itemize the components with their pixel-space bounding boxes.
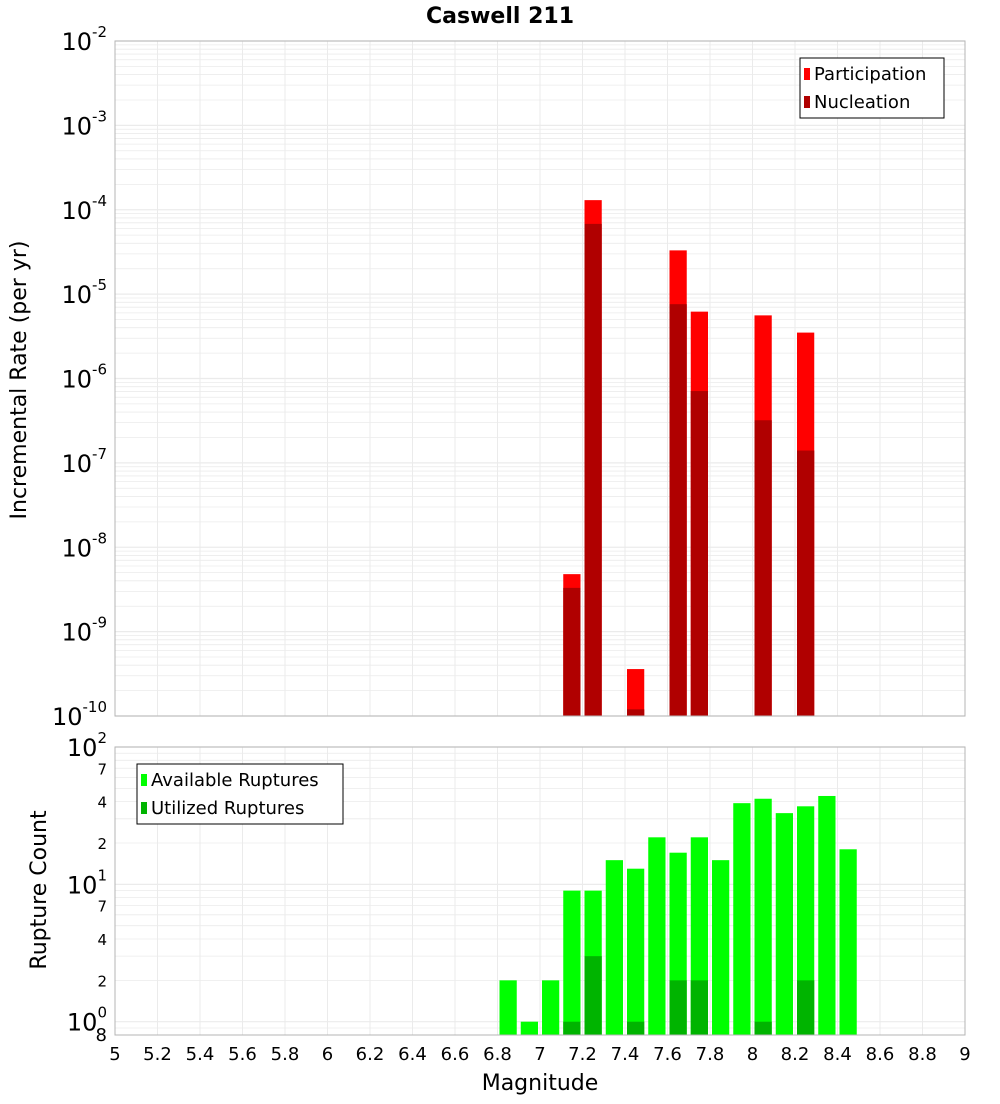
bar-utilized-ruptures: [563, 1021, 581, 1035]
legend-label: Available Ruptures: [151, 770, 319, 791]
top-y-axis-label: Incremental Rate (per yr): [7, 241, 32, 520]
bar-available-ruptures: [627, 868, 645, 1035]
bar-available-ruptures: [563, 890, 581, 1035]
x-tick-label: 5.4: [186, 1044, 215, 1065]
y-minor-tick-label: 7: [97, 760, 107, 778]
bar-available-ruptures: [754, 798, 772, 1035]
y-minor-tick-label: 4: [97, 794, 107, 812]
x-tick-label: 9: [959, 1044, 970, 1065]
bar-nucleation: [797, 450, 815, 716]
bar-available-ruptures: [712, 860, 730, 1035]
y-tick-label: 10-7: [61, 445, 107, 478]
bar-nucleation: [563, 587, 581, 716]
x-tick-label: 8.2: [781, 1044, 810, 1065]
x-tick-label: 8.6: [866, 1044, 895, 1065]
legend-label: Participation: [814, 64, 926, 85]
x-tick-label: 6.4: [398, 1044, 427, 1065]
bar-available-ruptures: [839, 849, 857, 1035]
y-tick-label: 10-8: [61, 529, 107, 562]
bar-utilized-ruptures: [627, 1021, 645, 1035]
y-minor-tick-label: 4: [97, 931, 107, 949]
plot-frame-0: [114, 40, 966, 717]
bar-available-ruptures: [520, 1021, 538, 1035]
legend-label: Utilized Ruptures: [151, 798, 304, 819]
bottom-y-axis-label: Rupture Count: [27, 810, 52, 970]
x-tick-label: 6.2: [356, 1044, 385, 1065]
bar-utilized-ruptures: [797, 980, 815, 1035]
bar-nucleation: [627, 709, 645, 716]
y-tick-label: 10-2: [61, 23, 107, 56]
y-minor-tick-label: 8: [96, 1025, 107, 1046]
legend-swatch: [141, 802, 147, 814]
x-tick-label: 5: [109, 1044, 120, 1065]
bar-participation: [627, 669, 645, 716]
legend-swatch: [141, 774, 147, 786]
x-tick-label: 6.6: [441, 1044, 470, 1065]
x-tick-label: 5.6: [228, 1044, 257, 1065]
bar-available-ruptures: [775, 813, 793, 1035]
chart-title: Caswell 211: [426, 4, 574, 29]
x-tick-label: 5.2: [143, 1044, 172, 1065]
bar-available-ruptures: [542, 980, 560, 1035]
y-tick-label: 101: [67, 866, 107, 899]
x-tick-label: 6: [322, 1044, 333, 1065]
x-tick-label: 7.8: [696, 1044, 725, 1065]
bar-available-ruptures: [797, 806, 815, 1035]
x-tick-label: 7.6: [653, 1044, 682, 1065]
x-tick-label: 7: [534, 1044, 545, 1065]
y-tick-label: 10-5: [61, 276, 107, 309]
x-axis-label: Magnitude: [482, 1071, 599, 1096]
legend-box: [799, 57, 945, 119]
y-minor-tick-label: 2: [97, 972, 107, 990]
bar-utilized-ruptures: [669, 980, 687, 1035]
bar-available-ruptures: [733, 803, 751, 1035]
bar-nucleation: [690, 391, 708, 716]
bar-nucleation: [669, 304, 687, 716]
y-tick-label: 10-9: [61, 614, 107, 647]
x-tick-label: 8.4: [823, 1044, 852, 1065]
x-tick-label: 6.8: [483, 1044, 512, 1065]
legend-label: Nucleation: [814, 92, 910, 113]
bar-utilized-ruptures: [690, 980, 708, 1035]
x-tick-label: 5.8: [271, 1044, 300, 1065]
bar-available-ruptures: [818, 795, 836, 1035]
y-tick-label: 10-4: [61, 192, 107, 225]
bar-available-ruptures: [499, 980, 517, 1035]
bar-utilized-ruptures: [584, 956, 602, 1035]
x-tick-label: 7.4: [611, 1044, 640, 1065]
legend-swatch: [804, 96, 810, 108]
y-tick-label: 10-10: [52, 698, 107, 731]
legend-swatch: [804, 68, 810, 80]
y-tick-label: 100: [67, 1004, 107, 1037]
bar-available-ruptures: [605, 860, 623, 1035]
x-tick-label: 7.2: [568, 1044, 597, 1065]
plot-frame-1: [114, 746, 966, 1036]
bar-available-ruptures: [648, 837, 666, 1035]
y-tick-label: 102: [67, 729, 107, 762]
x-tick-label: 8.8: [908, 1044, 937, 1065]
y-tick-label: 10-3: [61, 107, 107, 140]
legend-box: [136, 763, 344, 825]
bar-nucleation: [754, 420, 772, 716]
y-tick-label: 10-6: [61, 361, 107, 394]
y-minor-tick-label: 7: [97, 898, 107, 916]
bar-nucleation: [584, 223, 602, 716]
bar-utilized-ruptures: [754, 1021, 772, 1035]
y-minor-tick-label: 2: [97, 835, 107, 853]
x-tick-label: 8: [747, 1044, 758, 1065]
